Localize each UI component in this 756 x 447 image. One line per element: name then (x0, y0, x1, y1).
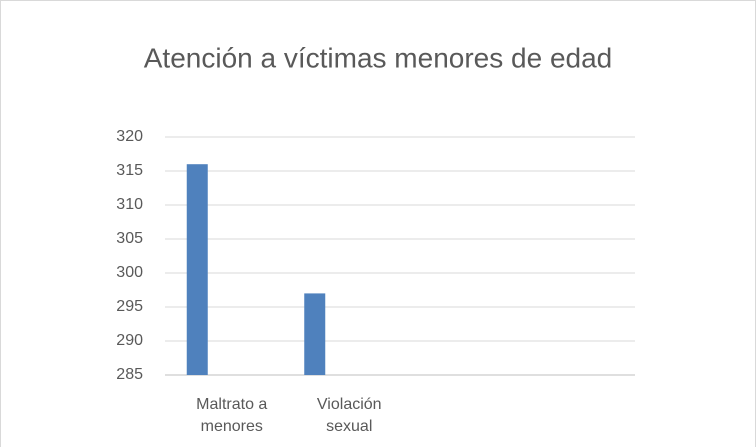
y-tick-label: 305 (116, 230, 143, 247)
y-tick-label: 290 (116, 332, 143, 349)
x-tick-label: Violación sexual (316, 396, 382, 435)
y-tick-label: 295 (116, 298, 143, 315)
y-tick-label: 300 (116, 264, 143, 281)
x-tick-label: Maltrato a menores (196, 396, 268, 435)
y-tick-label: 320 (116, 128, 143, 145)
chart-title: Atención a víctimas menores de edad (144, 42, 612, 73)
bar (186, 164, 208, 375)
y-tick-label: 315 (116, 162, 143, 179)
y-tick-label: 285 (116, 366, 143, 383)
bar (304, 293, 326, 375)
y-tick-label: 310 (116, 196, 143, 213)
